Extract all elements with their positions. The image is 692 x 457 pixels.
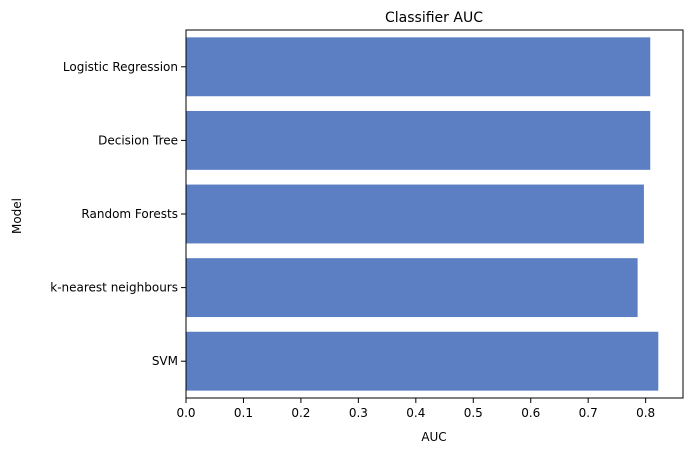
x-tick-label: 0.0 [176, 406, 195, 420]
bar-decision-tree [186, 110, 651, 170]
plot-frame [185, 29, 684, 399]
y-tick-label: Decision Tree [98, 133, 178, 147]
x-tick-label: 0.1 [234, 406, 253, 420]
bars-layer [186, 37, 659, 391]
bar-logistic-regression [186, 37, 651, 97]
y-axis-label: Model [10, 198, 24, 234]
x-axis-label: AUC [421, 430, 446, 444]
y-tick-label: SVM [152, 354, 178, 368]
x-tick-label: 0.2 [291, 406, 310, 420]
bar-k-nearest-neighbours [186, 258, 638, 318]
x-tick-label: 0.8 [636, 406, 655, 420]
bar-random-forests [186, 184, 644, 244]
y-axis-ticks: Logistic Regression Decision Tree Random F… [50, 60, 186, 368]
y-tick-label: k-nearest neighbours [50, 281, 178, 295]
x-axis-ticks: 0.0 0.1 0.2 0.3 0.4 0.5 0.6 0.7 0.8 [176, 398, 655, 420]
x-tick-label: 0.6 [521, 406, 540, 420]
y-tick-label: Random Forests [81, 207, 178, 221]
x-tick-label: 0.3 [349, 406, 368, 420]
x-tick-label: 0.7 [579, 406, 598, 420]
y-tick-label: Logistic Regression [63, 60, 178, 74]
bar-svm [186, 331, 659, 391]
x-tick-label: 0.5 [464, 406, 483, 420]
chart-title: Classifier AUC [385, 10, 483, 26]
x-tick-label: 0.4 [406, 406, 425, 420]
